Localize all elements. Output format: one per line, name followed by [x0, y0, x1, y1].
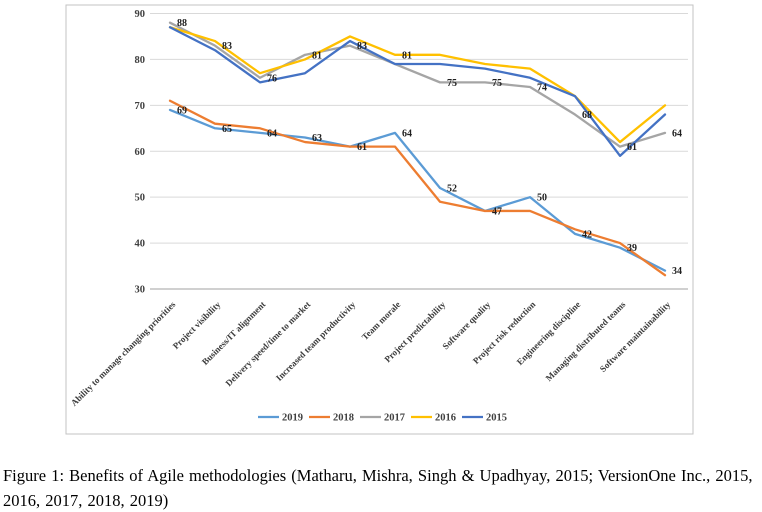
data-label-bottom: 69 — [177, 105, 187, 116]
data-label-top: 81 — [402, 50, 412, 61]
data-label-bottom: 47 — [492, 206, 502, 217]
data-label-top: 64 — [672, 128, 682, 139]
data-label-top: 75 — [492, 78, 502, 89]
data-label-top: 76 — [267, 73, 277, 84]
series-line-2016 — [168, 26, 667, 144]
data-label-top: 61 — [627, 142, 637, 153]
data-label-top: 68 — [582, 110, 592, 121]
y-tick-label: 50 — [135, 193, 146, 204]
data-label-bottom: 34 — [672, 266, 682, 277]
figure-caption: Figure 1: Benefits of Agile methodologie… — [3, 466, 753, 510]
data-label-bottom: 64 — [402, 128, 412, 139]
series-line-2017 — [168, 21, 667, 148]
data-label-top: 74 — [537, 82, 547, 93]
legend-label-2018: 2018 — [333, 413, 354, 424]
data-label-top: 88 — [177, 18, 187, 29]
y-tick-label: 90 — [135, 9, 146, 20]
y-tick-label: 30 — [135, 285, 146, 296]
legend-label-2015: 2015 — [486, 413, 507, 424]
chart-frame: 90 80 70 60 50 40 30 88 83 76 81 83 81 75 75 74 68 61 64 69… — [65, 4, 694, 435]
y-tick-label: 70 — [135, 101, 146, 112]
y-tick-label: 60 — [135, 147, 146, 158]
data-label-top: 83 — [222, 41, 232, 52]
data-label-bottom: 39 — [627, 243, 637, 254]
data-label-top: 83 — [357, 41, 367, 52]
y-tick-label: 40 — [135, 239, 146, 250]
benefits-of-agile-line-chart: 90 80 70 60 50 40 30 88 83 76 81 83 81 75 75 74 68 61 64 69… — [65, 4, 694, 435]
legend-label-2017: 2017 — [384, 413, 405, 424]
legend-label-2019: 2019 — [282, 413, 303, 424]
data-label-bottom: 42 — [582, 229, 592, 240]
chart-border — [65, 4, 694, 435]
y-tick-label: 80 — [135, 55, 146, 66]
data-label-top: 81 — [312, 50, 322, 61]
data-label-bottom: 63 — [312, 133, 322, 144]
series-line-2018 — [168, 99, 667, 277]
data-label-bottom: 50 — [537, 193, 547, 204]
data-label-bottom: 52 — [447, 183, 457, 194]
legend-label-2016: 2016 — [435, 413, 456, 424]
data-label-bottom: 61 — [357, 142, 367, 153]
data-label-bottom: 65 — [222, 124, 232, 135]
data-label-bottom: 64 — [267, 128, 277, 139]
series-line-2019 — [168, 108, 667, 272]
series-line-2015 — [168, 26, 667, 157]
data-label-top: 75 — [447, 78, 457, 89]
